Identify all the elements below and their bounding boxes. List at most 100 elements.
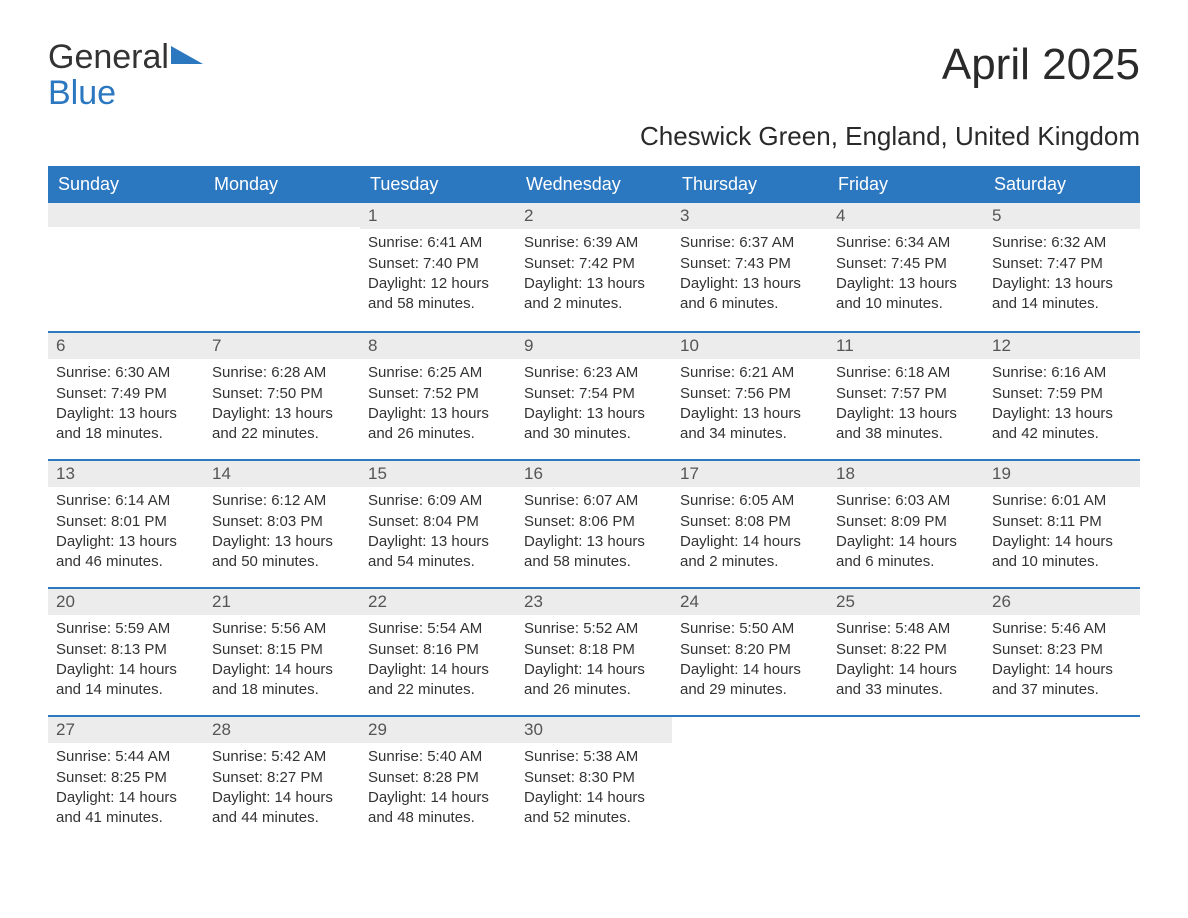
sunset-text: Sunset: 7:45 PM [836, 254, 976, 274]
day-body: Sunrise: 6:16 AMSunset: 7:59 PMDaylight:… [984, 359, 1140, 454]
weeks-container: 1Sunrise: 6:41 AMSunset: 7:40 PMDaylight… [48, 203, 1140, 843]
day-number: 10 [672, 333, 828, 359]
sunrise-text: Sunrise: 5:40 AM [368, 747, 508, 767]
day2-text: and 41 minutes. [56, 808, 196, 828]
sunrise-text: Sunrise: 6:41 AM [368, 233, 508, 253]
day1-text: Daylight: 13 hours [56, 532, 196, 552]
day-cell: 9Sunrise: 6:23 AMSunset: 7:54 PMDaylight… [516, 333, 672, 459]
day2-text: and 18 minutes. [56, 424, 196, 444]
sunset-text: Sunset: 7:54 PM [524, 384, 664, 404]
sunrise-text: Sunrise: 5:50 AM [680, 619, 820, 639]
day2-text: and 14 minutes. [992, 294, 1132, 314]
day2-text: and 29 minutes. [680, 680, 820, 700]
day-body: Sunrise: 5:59 AMSunset: 8:13 PMDaylight:… [48, 615, 204, 710]
day-cell: 5Sunrise: 6:32 AMSunset: 7:47 PMDaylight… [984, 203, 1140, 331]
day-cell: 26Sunrise: 5:46 AMSunset: 8:23 PMDayligh… [984, 589, 1140, 715]
day2-text: and 48 minutes. [368, 808, 508, 828]
day-cell [828, 717, 984, 843]
week-row: 1Sunrise: 6:41 AMSunset: 7:40 PMDaylight… [48, 203, 1140, 331]
sunset-text: Sunset: 8:18 PM [524, 640, 664, 660]
sunset-text: Sunset: 7:47 PM [992, 254, 1132, 274]
sunset-text: Sunset: 7:57 PM [836, 384, 976, 404]
sunrise-text: Sunrise: 6:25 AM [368, 363, 508, 383]
weekday-header: Thursday [672, 166, 828, 203]
day1-text: Daylight: 13 hours [212, 532, 352, 552]
day-body: Sunrise: 6:18 AMSunset: 7:57 PMDaylight:… [828, 359, 984, 454]
sunrise-text: Sunrise: 6:03 AM [836, 491, 976, 511]
day-cell: 19Sunrise: 6:01 AMSunset: 8:11 PMDayligh… [984, 461, 1140, 587]
sunrise-text: Sunrise: 5:56 AM [212, 619, 352, 639]
day2-text: and 42 minutes. [992, 424, 1132, 444]
sunrise-text: Sunrise: 5:42 AM [212, 747, 352, 767]
sunset-text: Sunset: 7:59 PM [992, 384, 1132, 404]
sunset-text: Sunset: 8:06 PM [524, 512, 664, 532]
day-body: Sunrise: 5:44 AMSunset: 8:25 PMDaylight:… [48, 743, 204, 838]
day1-text: Daylight: 13 hours [368, 532, 508, 552]
day-cell: 4Sunrise: 6:34 AMSunset: 7:45 PMDaylight… [828, 203, 984, 331]
sunrise-text: Sunrise: 6:39 AM [524, 233, 664, 253]
sunrise-text: Sunrise: 5:38 AM [524, 747, 664, 767]
day-cell: 1Sunrise: 6:41 AMSunset: 7:40 PMDaylight… [360, 203, 516, 331]
day-cell: 29Sunrise: 5:40 AMSunset: 8:28 PMDayligh… [360, 717, 516, 843]
day-cell: 11Sunrise: 6:18 AMSunset: 7:57 PMDayligh… [828, 333, 984, 459]
sunset-text: Sunset: 8:30 PM [524, 768, 664, 788]
day2-text: and 2 minutes. [524, 294, 664, 314]
day-cell: 18Sunrise: 6:03 AMSunset: 8:09 PMDayligh… [828, 461, 984, 587]
day2-text: and 18 minutes. [212, 680, 352, 700]
day-number: 22 [360, 589, 516, 615]
sunrise-text: Sunrise: 5:59 AM [56, 619, 196, 639]
sunrise-text: Sunrise: 6:21 AM [680, 363, 820, 383]
day-number: 1 [360, 203, 516, 229]
day-number: 27 [48, 717, 204, 743]
day-number: 5 [984, 203, 1140, 229]
day2-text: and 38 minutes. [836, 424, 976, 444]
day1-text: Daylight: 13 hours [992, 274, 1132, 294]
day1-text: Daylight: 13 hours [836, 274, 976, 294]
sunset-text: Sunset: 8:20 PM [680, 640, 820, 660]
day-body: Sunrise: 5:42 AMSunset: 8:27 PMDaylight:… [204, 743, 360, 838]
logo-text: General Blue [48, 40, 203, 111]
weekday-header: Friday [828, 166, 984, 203]
sunset-text: Sunset: 8:15 PM [212, 640, 352, 660]
sunrise-text: Sunrise: 6:23 AM [524, 363, 664, 383]
day-number-bar-empty [204, 203, 360, 227]
day-body: Sunrise: 6:37 AMSunset: 7:43 PMDaylight:… [672, 229, 828, 324]
day-body: Sunrise: 5:56 AMSunset: 8:15 PMDaylight:… [204, 615, 360, 710]
logo-blue: Blue [48, 74, 116, 112]
day-number: 15 [360, 461, 516, 487]
day-body: Sunrise: 6:12 AMSunset: 8:03 PMDaylight:… [204, 487, 360, 582]
day1-text: Daylight: 14 hours [992, 532, 1132, 552]
day1-text: Daylight: 14 hours [212, 788, 352, 808]
day1-text: Daylight: 13 hours [212, 404, 352, 424]
day2-text: and 54 minutes. [368, 552, 508, 572]
day1-text: Daylight: 14 hours [56, 788, 196, 808]
day-number: 8 [360, 333, 516, 359]
day1-text: Daylight: 14 hours [56, 660, 196, 680]
day1-text: Daylight: 12 hours [368, 274, 508, 294]
day1-text: Daylight: 13 hours [368, 404, 508, 424]
sunset-text: Sunset: 8:08 PM [680, 512, 820, 532]
day-body: Sunrise: 5:40 AMSunset: 8:28 PMDaylight:… [360, 743, 516, 838]
day1-text: Daylight: 13 hours [680, 274, 820, 294]
day-number-bar-empty [48, 203, 204, 227]
day-cell [984, 717, 1140, 843]
calendar: Sunday Monday Tuesday Wednesday Thursday… [48, 166, 1140, 843]
day-number: 3 [672, 203, 828, 229]
day1-text: Daylight: 14 hours [212, 660, 352, 680]
weekday-header: Saturday [984, 166, 1140, 203]
day-body: Sunrise: 6:39 AMSunset: 7:42 PMDaylight:… [516, 229, 672, 324]
day1-text: Daylight: 13 hours [524, 274, 664, 294]
day-cell: 10Sunrise: 6:21 AMSunset: 7:56 PMDayligh… [672, 333, 828, 459]
day-cell: 7Sunrise: 6:28 AMSunset: 7:50 PMDaylight… [204, 333, 360, 459]
day-cell: 30Sunrise: 5:38 AMSunset: 8:30 PMDayligh… [516, 717, 672, 843]
day-number: 23 [516, 589, 672, 615]
day-cell [48, 203, 204, 331]
weekday-header: Tuesday [360, 166, 516, 203]
weekday-header: Wednesday [516, 166, 672, 203]
day-body: Sunrise: 6:23 AMSunset: 7:54 PMDaylight:… [516, 359, 672, 454]
day-body: Sunrise: 5:50 AMSunset: 8:20 PMDaylight:… [672, 615, 828, 710]
sunset-text: Sunset: 8:09 PM [836, 512, 976, 532]
day-cell: 14Sunrise: 6:12 AMSunset: 8:03 PMDayligh… [204, 461, 360, 587]
day-body: Sunrise: 6:05 AMSunset: 8:08 PMDaylight:… [672, 487, 828, 582]
day-cell: 2Sunrise: 6:39 AMSunset: 7:42 PMDaylight… [516, 203, 672, 331]
